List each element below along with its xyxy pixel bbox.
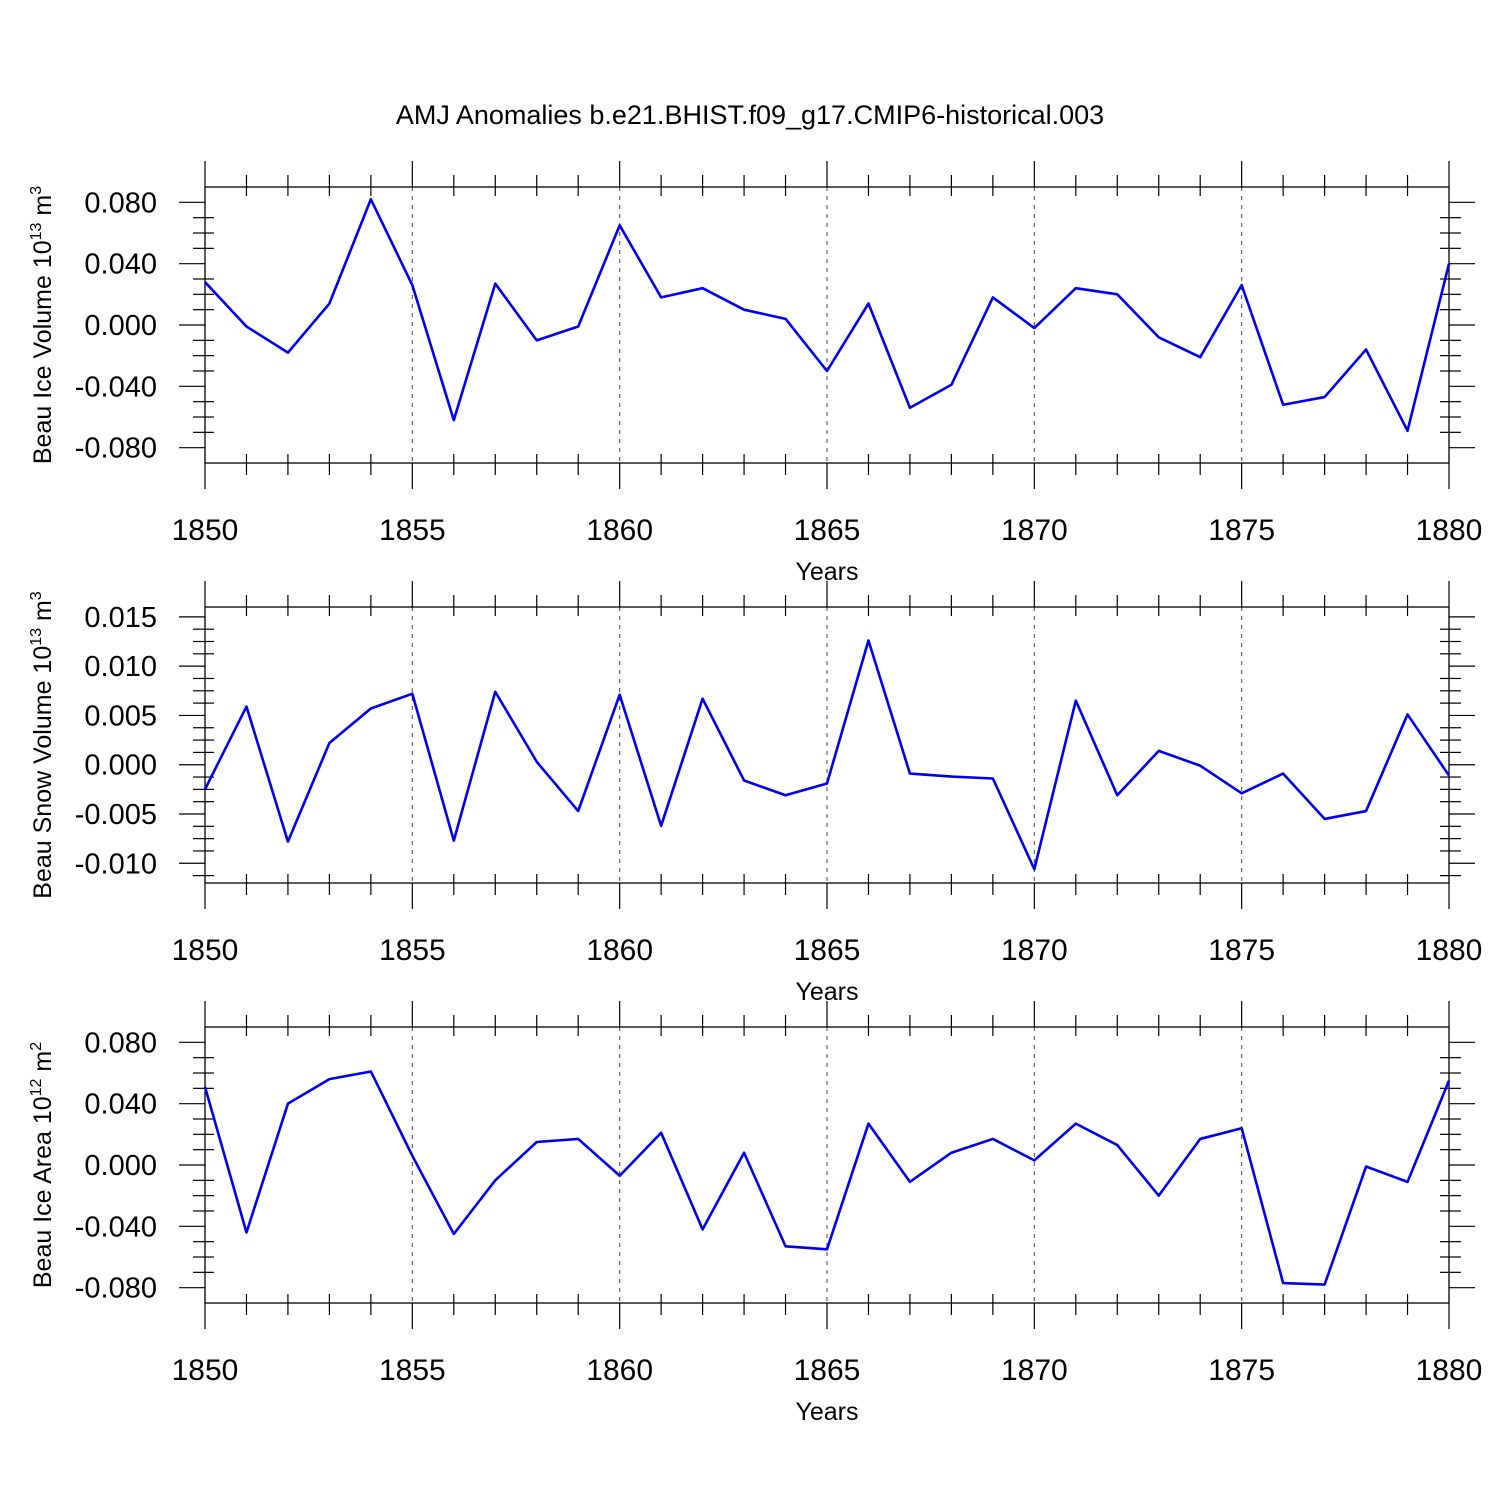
y-tick-label: -0.010 [75,848,157,880]
y-tick-label: 0.000 [84,310,157,342]
y-axis-label-part: Beau Ice Area 10 [29,1096,57,1288]
x-tick-label: 1880 [1416,1354,1483,1387]
y-tick-label: -0.040 [75,371,157,403]
y-axis-label-superscript: 13 [28,628,45,646]
y-axis-label-part: Beau Ice Volume 10 [29,240,57,464]
panels: -0.080 -0.040 0.000 0.040 0.080 1850 1855 1860 1… [28,161,1482,1426]
x-tick-label: 1855 [379,934,446,967]
y-axis-label-superscript: 3 [28,186,45,195]
plot-frame [204,1026,1450,1304]
x-tick-label: 1880 [1416,934,1483,967]
y-axis-label-superscript: 3 [28,591,45,600]
y-axis-label: Beau Snow Volume 1013 m3 [28,591,57,899]
y-axis-label-part: m [29,600,57,628]
x-tick-label: 1850 [172,1354,239,1387]
x-tick-label: 1865 [794,1354,861,1387]
plot-frame [204,606,1450,884]
x-tick-label: 1880 [1416,514,1483,547]
x-axis-label: Years [795,1398,858,1426]
figure-title: AMJ Anomalies b.e21.BHIST.f09_g17.CMIP6-… [396,100,1104,130]
y-tick-label: 0.080 [84,187,157,219]
series-line-1 [203,1070,1451,1286]
plot-frame [204,186,1450,464]
x-tick-label: 1850 [172,514,239,547]
x-tick-label: 1870 [1001,514,1068,547]
panel-2: -0.010 -0.005 0.000 0.005 0.010 0.015 1850 1855… [28,581,1482,1006]
x-tick-label: 1860 [586,934,653,967]
x-tick-label: 1855 [379,514,446,547]
x-tick-label: 1865 [794,934,861,967]
x-tick-label: 1865 [794,514,861,547]
series-line-1 [204,197,1451,433]
x-tick-label: 1860 [586,514,653,547]
y-axis-label-superscript: 2 [28,1042,45,1051]
y-tick-label: -0.040 [75,1211,157,1243]
y-tick-label: 0.000 [84,1150,157,1182]
y-tick-label: 0.080 [84,1027,157,1059]
y-tick-label: -0.005 [75,799,157,831]
y-tick-label: 0.040 [84,249,157,281]
y-axis-label-superscript: 12 [28,1078,45,1096]
y-axis-label-part: Beau Snow Volume 10 [29,646,57,899]
y-tick-label: 0.010 [84,651,157,683]
x-tick-label: 1850 [172,934,239,967]
y-axis-label: Beau Ice Volume 1013 m3 [28,186,57,464]
panel-3: -0.080 -0.040 0.000 0.040 0.080 1850 1855 1860 1… [28,1001,1482,1426]
y-axis-label-part: m [29,1051,57,1079]
y-axis-label: Beau Ice Area 1012 m2 [28,1042,57,1288]
y-axis-label-superscript: 13 [28,222,45,240]
series-line-1 [203,639,1451,871]
panel-1: -0.080 -0.040 0.000 0.040 0.080 1850 1855 1860 1… [28,161,1482,586]
x-tick-label: 1875 [1208,1354,1275,1387]
y-axis-label-part: m [29,195,57,223]
y-tick-label: 0.040 [84,1089,157,1121]
x-tick-label: 1860 [586,1354,653,1387]
x-tick-label: 1875 [1208,514,1275,547]
y-tick-label: 0.000 [84,750,157,782]
y-tick-label: -0.080 [75,1273,157,1305]
x-tick-label: 1875 [1208,934,1275,967]
y-tick-label: 0.005 [84,700,157,732]
x-tick-label: 1870 [1001,934,1068,967]
y-tick-label: -0.080 [75,433,157,465]
y-tick-label: 0.015 [84,602,157,634]
x-tick-label: 1870 [1001,1354,1068,1387]
x-tick-label: 1855 [379,1354,446,1387]
